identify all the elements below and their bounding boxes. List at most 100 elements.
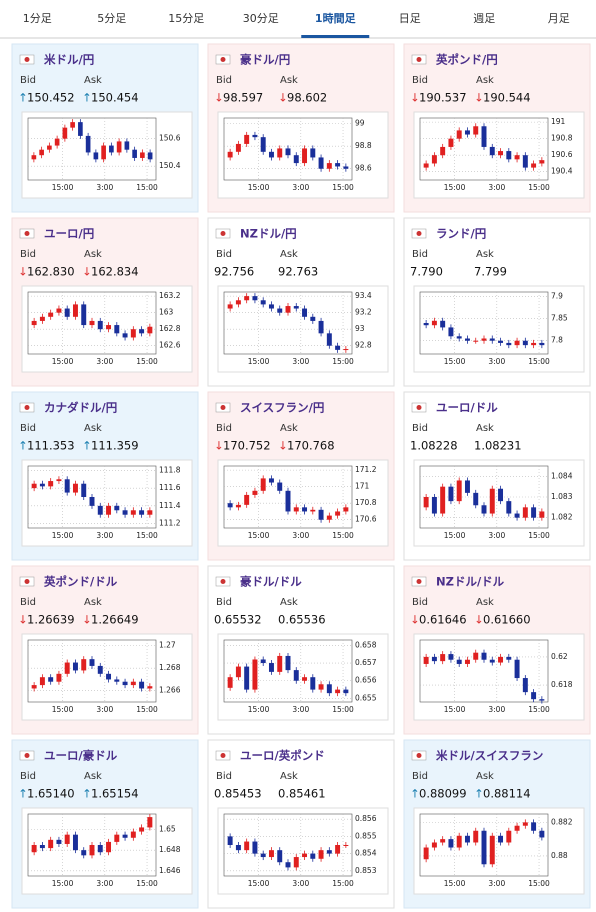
candle <box>89 845 95 856</box>
ask-arrow: ↓ <box>474 91 484 105</box>
x-tick-label: 3:00 <box>488 879 505 888</box>
pair-name[interactable]: NZドル/ドル <box>436 575 505 589</box>
plot-frame <box>419 117 549 181</box>
pair-name[interactable]: 豪ドル/円 <box>240 53 290 67</box>
candle <box>85 135 91 153</box>
candle <box>335 689 341 694</box>
x-tick-label: 15:00 <box>528 531 550 540</box>
bid-value: 0.65532 <box>214 613 262 627</box>
candle <box>522 822 528 826</box>
pair-name[interactable]: 英ポンド/ドル <box>43 575 118 589</box>
candle <box>302 148 308 164</box>
pair-name[interactable]: ユーロ/豪ドル <box>44 749 118 763</box>
candle <box>39 845 45 849</box>
x-tick-label: 3:00 <box>292 879 309 888</box>
bid-label: Bid <box>216 771 232 782</box>
y-tick-label: 163.2 <box>159 291 181 300</box>
pair-name[interactable]: NZドル/円 <box>240 227 297 241</box>
candle <box>39 316 45 321</box>
tab[interactable]: 30分足 <box>243 12 279 25</box>
bid-label: Bid <box>20 597 36 608</box>
pair-name[interactable]: 豪ドル/ドル <box>240 575 302 589</box>
ask-label: Ask <box>84 771 102 782</box>
candle <box>140 152 145 158</box>
tab[interactable]: 15分足 <box>168 12 204 25</box>
bid-value: 111.353 <box>27 439 75 453</box>
pair-name[interactable]: ユーロ/円 <box>44 227 94 241</box>
x-tick-label: 3:00 <box>96 705 113 714</box>
x-tick-label: 15:00 <box>248 705 270 714</box>
candle <box>448 839 454 848</box>
pair-name[interactable]: ユーロ/ドル <box>436 401 498 415</box>
y-tick-label: 163 <box>159 308 174 317</box>
candle <box>531 163 537 168</box>
tab[interactable]: 1分足 <box>23 12 52 25</box>
candle <box>506 830 512 843</box>
plot-frame <box>27 639 157 703</box>
candle <box>252 659 258 690</box>
candle <box>97 320 103 330</box>
candle <box>130 329 136 338</box>
pair-name[interactable]: 米ドル/円 <box>43 53 94 67</box>
bid-label: Bid <box>20 423 36 434</box>
tab[interactable]: 月足 <box>548 12 570 25</box>
pair-name[interactable]: スイスフラン/円 <box>240 401 324 415</box>
candle <box>235 845 241 851</box>
bid-value: 0.88099 <box>419 787 467 801</box>
candle <box>31 155 37 160</box>
bid-label: Bid <box>216 75 232 86</box>
candle <box>423 163 429 168</box>
candle <box>464 659 470 664</box>
ask-value: 170.768 <box>287 439 335 453</box>
ask-value: 1.26649 <box>91 613 139 627</box>
candle <box>114 505 120 511</box>
y-tick-label: 150.4 <box>159 161 181 170</box>
pair-name[interactable]: ランド/円 <box>436 227 486 241</box>
tab-underline <box>301 35 370 38</box>
candle <box>431 320 437 326</box>
ask-label: Ask <box>280 249 298 260</box>
tab[interactable]: 週足 <box>473 12 495 25</box>
ask-value: 1.65154 <box>91 787 139 801</box>
candle <box>244 841 250 851</box>
candle <box>481 338 487 341</box>
pair-name[interactable]: 英ポンド/円 <box>435 53 498 67</box>
y-tick-label: 7.9 <box>551 291 563 300</box>
candle <box>440 654 446 662</box>
x-tick-label: 15:00 <box>528 705 550 714</box>
pair-name[interactable]: カナダドル/円 <box>44 401 117 415</box>
y-tick-label: 0.853 <box>355 866 377 875</box>
candle <box>48 312 54 317</box>
ask-value: 0.85461 <box>278 787 326 801</box>
pair-name[interactable]: ユーロ/英ポンド <box>240 749 325 763</box>
pair-name[interactable]: 米ドル/スイスフラン <box>435 749 543 763</box>
y-tick-label: 7.8 <box>551 336 563 345</box>
x-tick-label: 15:00 <box>136 705 158 714</box>
candle <box>514 659 520 679</box>
x-tick-label: 15:00 <box>332 705 354 714</box>
candle <box>277 148 283 158</box>
candle <box>81 659 87 671</box>
tab[interactable]: 1時間足 <box>315 11 357 25</box>
y-tick-label: 190.4 <box>551 167 573 176</box>
candle <box>48 677 54 682</box>
candle <box>81 304 87 326</box>
candle <box>431 842 437 848</box>
candle <box>97 845 103 853</box>
bid-arrow: ↓ <box>410 613 420 627</box>
x-tick-label: 15:00 <box>332 531 354 540</box>
y-tick-label: 7.85 <box>551 314 568 323</box>
plot-frame <box>419 291 549 355</box>
candle <box>47 145 52 150</box>
tab[interactable]: 日足 <box>399 12 421 25</box>
candle <box>268 478 274 483</box>
ask-value: 0.65536 <box>278 613 326 627</box>
ask-value: 1.08231 <box>474 439 522 453</box>
tab[interactable]: 5分足 <box>97 12 126 25</box>
y-tick-label: 92.8 <box>355 341 372 350</box>
candle <box>326 515 332 520</box>
candle <box>539 160 545 164</box>
candle <box>277 482 283 491</box>
plot-frame <box>223 639 353 703</box>
ask-label: Ask <box>280 75 298 86</box>
